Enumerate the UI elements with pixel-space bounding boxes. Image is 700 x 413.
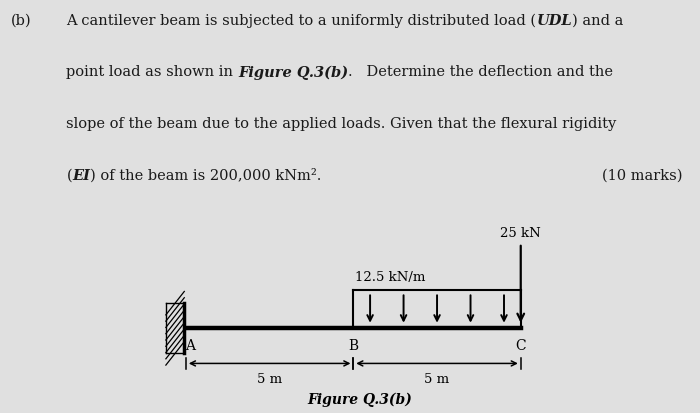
Text: .   Determine the deflection and the: . Determine the deflection and the <box>349 65 613 79</box>
Text: C: C <box>515 339 526 353</box>
Text: (: ( <box>66 169 72 183</box>
Text: (b): (b) <box>10 14 31 28</box>
Text: Figure Q.3(b): Figure Q.3(b) <box>307 392 412 407</box>
Text: 12.5 kN/m: 12.5 kN/m <box>355 271 426 284</box>
Text: EI: EI <box>72 169 90 183</box>
Text: Figure Q.3(b): Figure Q.3(b) <box>238 65 349 80</box>
Text: B: B <box>349 339 358 353</box>
Text: UDL: UDL <box>536 14 572 28</box>
Text: ) of the beam is 200,000 kNm².: ) of the beam is 200,000 kNm². <box>90 169 321 183</box>
Text: A cantilever beam is subjected to a uniformly distributed load (: A cantilever beam is subjected to a unif… <box>66 14 536 28</box>
Text: (10 marks): (10 marks) <box>602 169 682 183</box>
Text: 5 m: 5 m <box>424 373 449 387</box>
Text: A: A <box>185 339 195 353</box>
Text: ) and a: ) and a <box>572 14 624 28</box>
Text: 5 m: 5 m <box>257 373 282 387</box>
Text: point load as shown in: point load as shown in <box>66 65 238 79</box>
Text: 25 kN: 25 kN <box>500 227 541 240</box>
Text: slope of the beam due to the applied loads. Given that the flexural rigidity: slope of the beam due to the applied loa… <box>66 117 617 131</box>
